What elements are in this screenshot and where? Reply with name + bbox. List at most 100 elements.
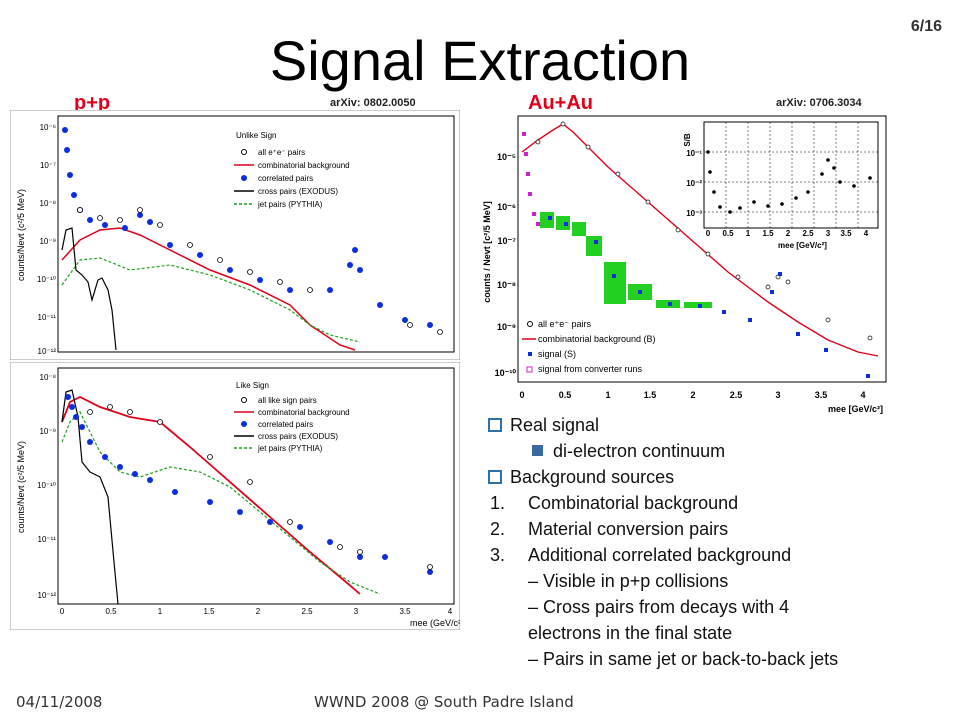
auau-inset: S/B 10⁻¹ 10⁻² 10⁻³ 0 0.5 1 1.5 2 2.5 3 3… (683, 121, 879, 250)
ytick: 10⁻⁹ (39, 237, 56, 246)
pp-bottom-comb-bg (61, 395, 361, 595)
ytick: 10⁻¹¹ (38, 535, 57, 544)
ytick: 10⁻⁸ (497, 280, 516, 290)
xtick: 2 (786, 229, 791, 238)
auau-converter-points (522, 132, 540, 226)
page-number: 6/16 (910, 18, 942, 35)
ytick: 10⁻⁷ (40, 161, 56, 170)
xtick: 1.5 (203, 607, 215, 616)
xtick: 0 (706, 229, 711, 238)
footer-date: 04/11/2008 (16, 693, 103, 711)
numbered-item: 2. Material conversion pairs (486, 516, 956, 542)
auau-ylabel: counts / Nevt [c²/5 MeV] (482, 201, 492, 303)
xtick: 3.5 (399, 607, 411, 616)
auau-comb-bg (521, 123, 879, 357)
ytick: 10⁻¹ (686, 149, 702, 158)
xtick: 3.5 (840, 229, 852, 238)
ytick: 10⁻⁸ (40, 373, 57, 382)
xtick: 2.5 (301, 607, 313, 616)
legend-item: combinatorial background (258, 161, 350, 170)
pp-xlabel: mee (GeV/c²) (410, 618, 460, 628)
ytick: 10⁻² (686, 179, 702, 188)
bullet-text: Additional correlated background (528, 545, 792, 565)
pp-xticks: 0 0.5 1 1.5 2 2.5 3 3.5 4 (60, 607, 453, 616)
legend-item: all e⁺e⁻ pairs (538, 319, 592, 329)
pp-bottom-cross (61, 389, 119, 605)
pp-top-corr-points (62, 127, 433, 328)
xtick: 0.5 (105, 607, 117, 616)
bullet-square-icon (532, 445, 543, 456)
auau-xlabel: mee [GeV/c²] (828, 404, 883, 414)
ytick: 10⁻⁵ (497, 152, 516, 162)
numbered-item: 1. Combinatorial background (486, 490, 956, 516)
bullet-list: Real signal di-electron continuum Backgr… (486, 412, 956, 672)
pp-bottom-all-points (87, 404, 433, 570)
xtick: 1 (746, 229, 751, 238)
legend-item: signal from converter runs (538, 364, 643, 374)
bullet-text: Material conversion pairs (528, 519, 729, 539)
legend-item: signal (S) (538, 349, 576, 359)
xtick: 2 (256, 607, 261, 616)
bullet-square-icon (488, 470, 502, 484)
xtick: 2 (690, 390, 695, 400)
pp-ylabel-bottom: counts/Nevt (c²/5 MeV) (16, 441, 26, 533)
xtick: 4 (448, 607, 453, 616)
footer-venue: WWND 2008 @ South Padre Island (314, 693, 574, 711)
slide-title: Signal Extraction (269, 29, 691, 92)
legend-item: all e⁺e⁻ pairs (258, 148, 305, 157)
bullet-text: Combinatorial background (528, 493, 739, 513)
xtick: 0.5 (559, 390, 572, 400)
legend-item: correlated pairs (258, 174, 313, 183)
pp-label: p+p (74, 92, 111, 114)
auau-plot: counts / Nevt [c²/5 MeV] 10⁻⁵ 10⁻⁶ 10⁻⁷ … (478, 112, 902, 414)
inset-xlabel: mee [GeV/c²] (778, 241, 827, 250)
pp-bottom-corr-points (65, 394, 433, 575)
auau-xticks: 0 0.5 1 1.5 2 2.5 3 3.5 4 (519, 390, 865, 400)
auau-legend: all e⁺e⁻ pairs combinatorial background … (522, 319, 656, 374)
auau-label: Au+Au (528, 92, 593, 114)
legend-item: jet pairs (PYTHIA) (257, 444, 323, 453)
ytick: 10⁻¹⁰ (37, 481, 56, 490)
pp-bottom-legend: Like Sign all like sign pairs combinator… (234, 381, 350, 453)
ytick: 10⁻⁹ (497, 322, 516, 332)
xtick: 1 (605, 390, 610, 400)
xtick: 3 (826, 229, 831, 238)
auau-arxiv: arXiv: 0706.3034 (776, 97, 862, 109)
pp-bottom-yticks: 10⁻⁸ 10⁻⁹ 10⁻¹⁰ 10⁻¹¹ 10⁻¹² (37, 373, 56, 600)
pp-bottom-jet (61, 410, 381, 595)
legend-title: Like Sign (236, 381, 269, 390)
xtick: 2.5 (802, 229, 814, 238)
xtick: 3.5 (815, 390, 828, 400)
bullet-text: Real signal (510, 415, 600, 435)
inset-ylabel: S/B (683, 133, 692, 147)
ytick: 10⁻¹¹ (38, 313, 57, 322)
bullet-text: Background sources (510, 467, 675, 487)
ytick: 10⁻³ (686, 209, 702, 218)
dash-item: – Cross pairs from decays with 4 (528, 597, 790, 617)
ytick: 10⁻¹² (38, 591, 57, 600)
pp-top-legend: Unlike Sign all e⁺e⁻ pairs combinatorial… (234, 131, 350, 209)
xtick: 1.5 (644, 390, 657, 400)
legend-item: combinatorial background (B) (538, 334, 656, 344)
dash-item-cont: electrons in the final state (528, 623, 733, 643)
xtick: 4 (864, 229, 869, 238)
bullet-item: Real signal (486, 412, 956, 438)
auau-signal-points (548, 216, 870, 378)
xtick: 1 (158, 607, 163, 616)
pp-top-cross (61, 227, 117, 351)
legend-item: all like sign pairs (258, 396, 317, 405)
legend-item: correlated pairs (258, 420, 313, 429)
xtick: 3 (775, 390, 780, 400)
dash-item: – Visible in p+p collisions (528, 571, 729, 591)
ytick: 10⁻⁶ (497, 202, 516, 212)
pp-top-all-points (77, 207, 443, 335)
ytick: 10⁻¹² (38, 347, 57, 356)
pp-ylabel: counts/Nevt (c²/5 MeV) (16, 189, 26, 281)
pp-top-yticks: 10⁻⁶ 10⁻⁷ 10⁻⁸ 10⁻⁹ 10⁻¹⁰ 10⁻¹¹ 10⁻¹² (37, 123, 56, 356)
legend-item: cross pairs (EXODUS) (258, 432, 338, 441)
dash-item: – Pairs in same jet or back-to-back jets (528, 649, 839, 669)
bullet-square-icon (488, 418, 502, 432)
xtick: 0 (60, 607, 65, 616)
ytick: 10⁻⁷ (498, 236, 517, 246)
xtick: 0 (519, 390, 524, 400)
